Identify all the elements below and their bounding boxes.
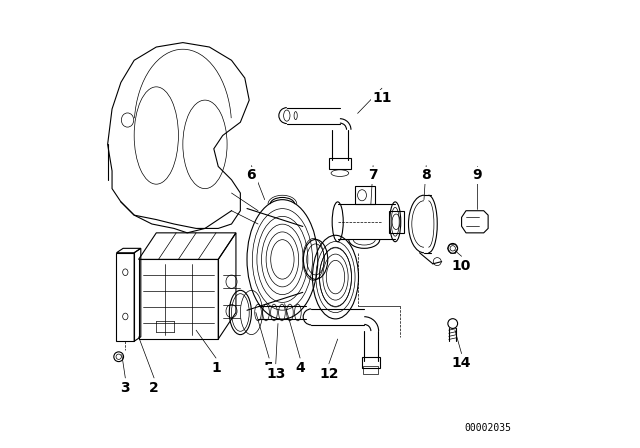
Text: 1: 1	[211, 361, 221, 375]
Text: 12: 12	[319, 366, 339, 380]
Bar	[364, 366, 378, 375]
Text: 11: 11	[372, 91, 392, 105]
Bar	[362, 357, 380, 368]
Text: 7: 7	[368, 168, 378, 182]
Bar	[388, 211, 404, 233]
Text: 4: 4	[295, 361, 305, 375]
Text: 00002035: 00002035	[465, 422, 511, 432]
Text: 3: 3	[120, 381, 130, 395]
Text: 6: 6	[246, 168, 256, 182]
Text: 2: 2	[149, 381, 159, 395]
Bar	[139, 259, 218, 339]
Text: 13: 13	[266, 366, 285, 380]
Text: 5: 5	[264, 361, 274, 375]
Text: 14: 14	[452, 356, 471, 370]
Bar	[329, 158, 351, 169]
Text: 8: 8	[421, 168, 431, 182]
Bar	[355, 186, 375, 204]
Bar	[116, 253, 134, 341]
Text: 9: 9	[472, 168, 482, 182]
Text: 10: 10	[452, 259, 471, 273]
